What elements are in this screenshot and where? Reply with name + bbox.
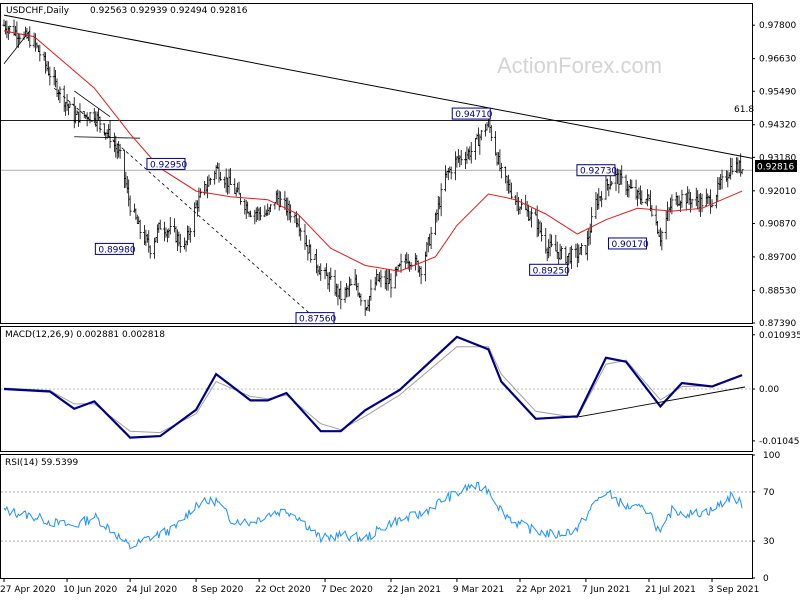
price-y-tick-label: 0.96630 <box>759 55 796 65</box>
last-price-tag: 0.92816 <box>755 160 797 173</box>
level-label: 0.94710 <box>451 107 493 120</box>
level-label-text: 0.89980 <box>98 245 135 255</box>
level-label-box <box>529 263 569 276</box>
price-bars <box>2 19 744 316</box>
rsi-panel <box>0 454 753 579</box>
level-label-box <box>146 157 186 170</box>
rsi-y-tick-label: 30 <box>763 537 775 547</box>
x-tick-label: 27 Apr 2020 <box>0 585 56 595</box>
moving-average-line <box>3 30 743 272</box>
main-trendline <box>3 14 753 159</box>
level-label: 0.92950 <box>146 157 187 170</box>
price-y-tick-label: 0.95490 <box>759 87 796 97</box>
level-label-box <box>295 312 335 325</box>
rsi-title: RSI(14) 59.5399 <box>5 458 78 468</box>
level-label-text: 0.90170 <box>611 240 648 250</box>
price-y-tick-label: 0.88530 <box>759 286 796 296</box>
level-label: 0.89980 <box>94 242 136 255</box>
level-label-text: 0.92730 <box>580 167 617 177</box>
level-label-box <box>94 242 134 255</box>
x-tick-label: 21 Jul 2021 <box>645 585 696 595</box>
fib-label: 61.8 <box>734 105 754 115</box>
level-label-text: 0.94710 <box>455 110 492 120</box>
level-label-text: 0.89250 <box>533 266 570 276</box>
x-tick-label: 22 Apr 2021 <box>516 585 572 595</box>
level-label-text: 0.87560 <box>299 315 336 325</box>
level-label-box <box>607 237 647 250</box>
x-tick-label: 7 Jun 2021 <box>582 585 630 595</box>
rsi-line <box>3 481 743 550</box>
level-label: 0.89250 <box>529 263 570 276</box>
price-y-tick-label: 0.89700 <box>759 253 796 263</box>
x-tick-label: 8 Sep 2020 <box>192 585 244 595</box>
macd-line <box>3 335 743 439</box>
rsi-y-tick-label: 0 <box>763 574 769 584</box>
x-tick-label: 9 Mar 2021 <box>453 585 504 595</box>
x-tick-label: 7 Dec 2020 <box>321 585 373 595</box>
x-tick-label: 22 Jan 2021 <box>387 585 441 595</box>
price-y-tick-label: 0.94320 <box>759 121 796 131</box>
dashed-channel-line <box>53 87 316 319</box>
ohlc-readout: 0.92563 0.92939 0.92494 0.92816 <box>90 6 248 16</box>
macd-trendline <box>578 386 746 418</box>
level-label-text: 0.92950 <box>150 160 187 170</box>
symbol-label: USDCHF,Daily <box>6 6 70 16</box>
x-tick-label: 10 Jun 2020 <box>63 585 117 595</box>
level-label: 0.90170 <box>607 237 649 250</box>
price-y-tick-label: 0.87390 <box>759 319 796 329</box>
macd-y-tick-label: 0.00 <box>759 385 779 395</box>
price-y-tick-label: 0.90870 <box>759 219 796 229</box>
last-price-text: 0.92816 <box>757 163 794 173</box>
level-label-box <box>451 107 491 120</box>
macd-y-tick-label: -0.010459 <box>759 437 800 447</box>
price-y-tick-label: 0.92010 <box>759 187 796 197</box>
macd-title: MACD(12,26,9) 0.002881 0.002818 <box>5 330 165 340</box>
macd-y-tick-label: 0.010935 <box>759 331 800 341</box>
x-tick-label: 22 Oct 2020 <box>255 585 311 595</box>
flag-line <box>73 90 111 118</box>
price-y-tick-label: 0.93180 <box>759 153 796 163</box>
watermark: ActionForex.com <box>497 53 662 78</box>
level-label: 0.92730 <box>576 164 617 177</box>
level-label-box <box>576 164 616 177</box>
x-tick-label: 24 Jul 2020 <box>126 585 177 595</box>
price-y-tick-label: 0.97800 <box>759 21 796 31</box>
rsi-y-tick-label: 100 <box>763 451 780 461</box>
level-label: 0.87560 <box>295 312 337 325</box>
x-tick-label: 3 Sep 2021 <box>708 585 759 595</box>
rsi-y-tick-label: 70 <box>763 488 775 498</box>
